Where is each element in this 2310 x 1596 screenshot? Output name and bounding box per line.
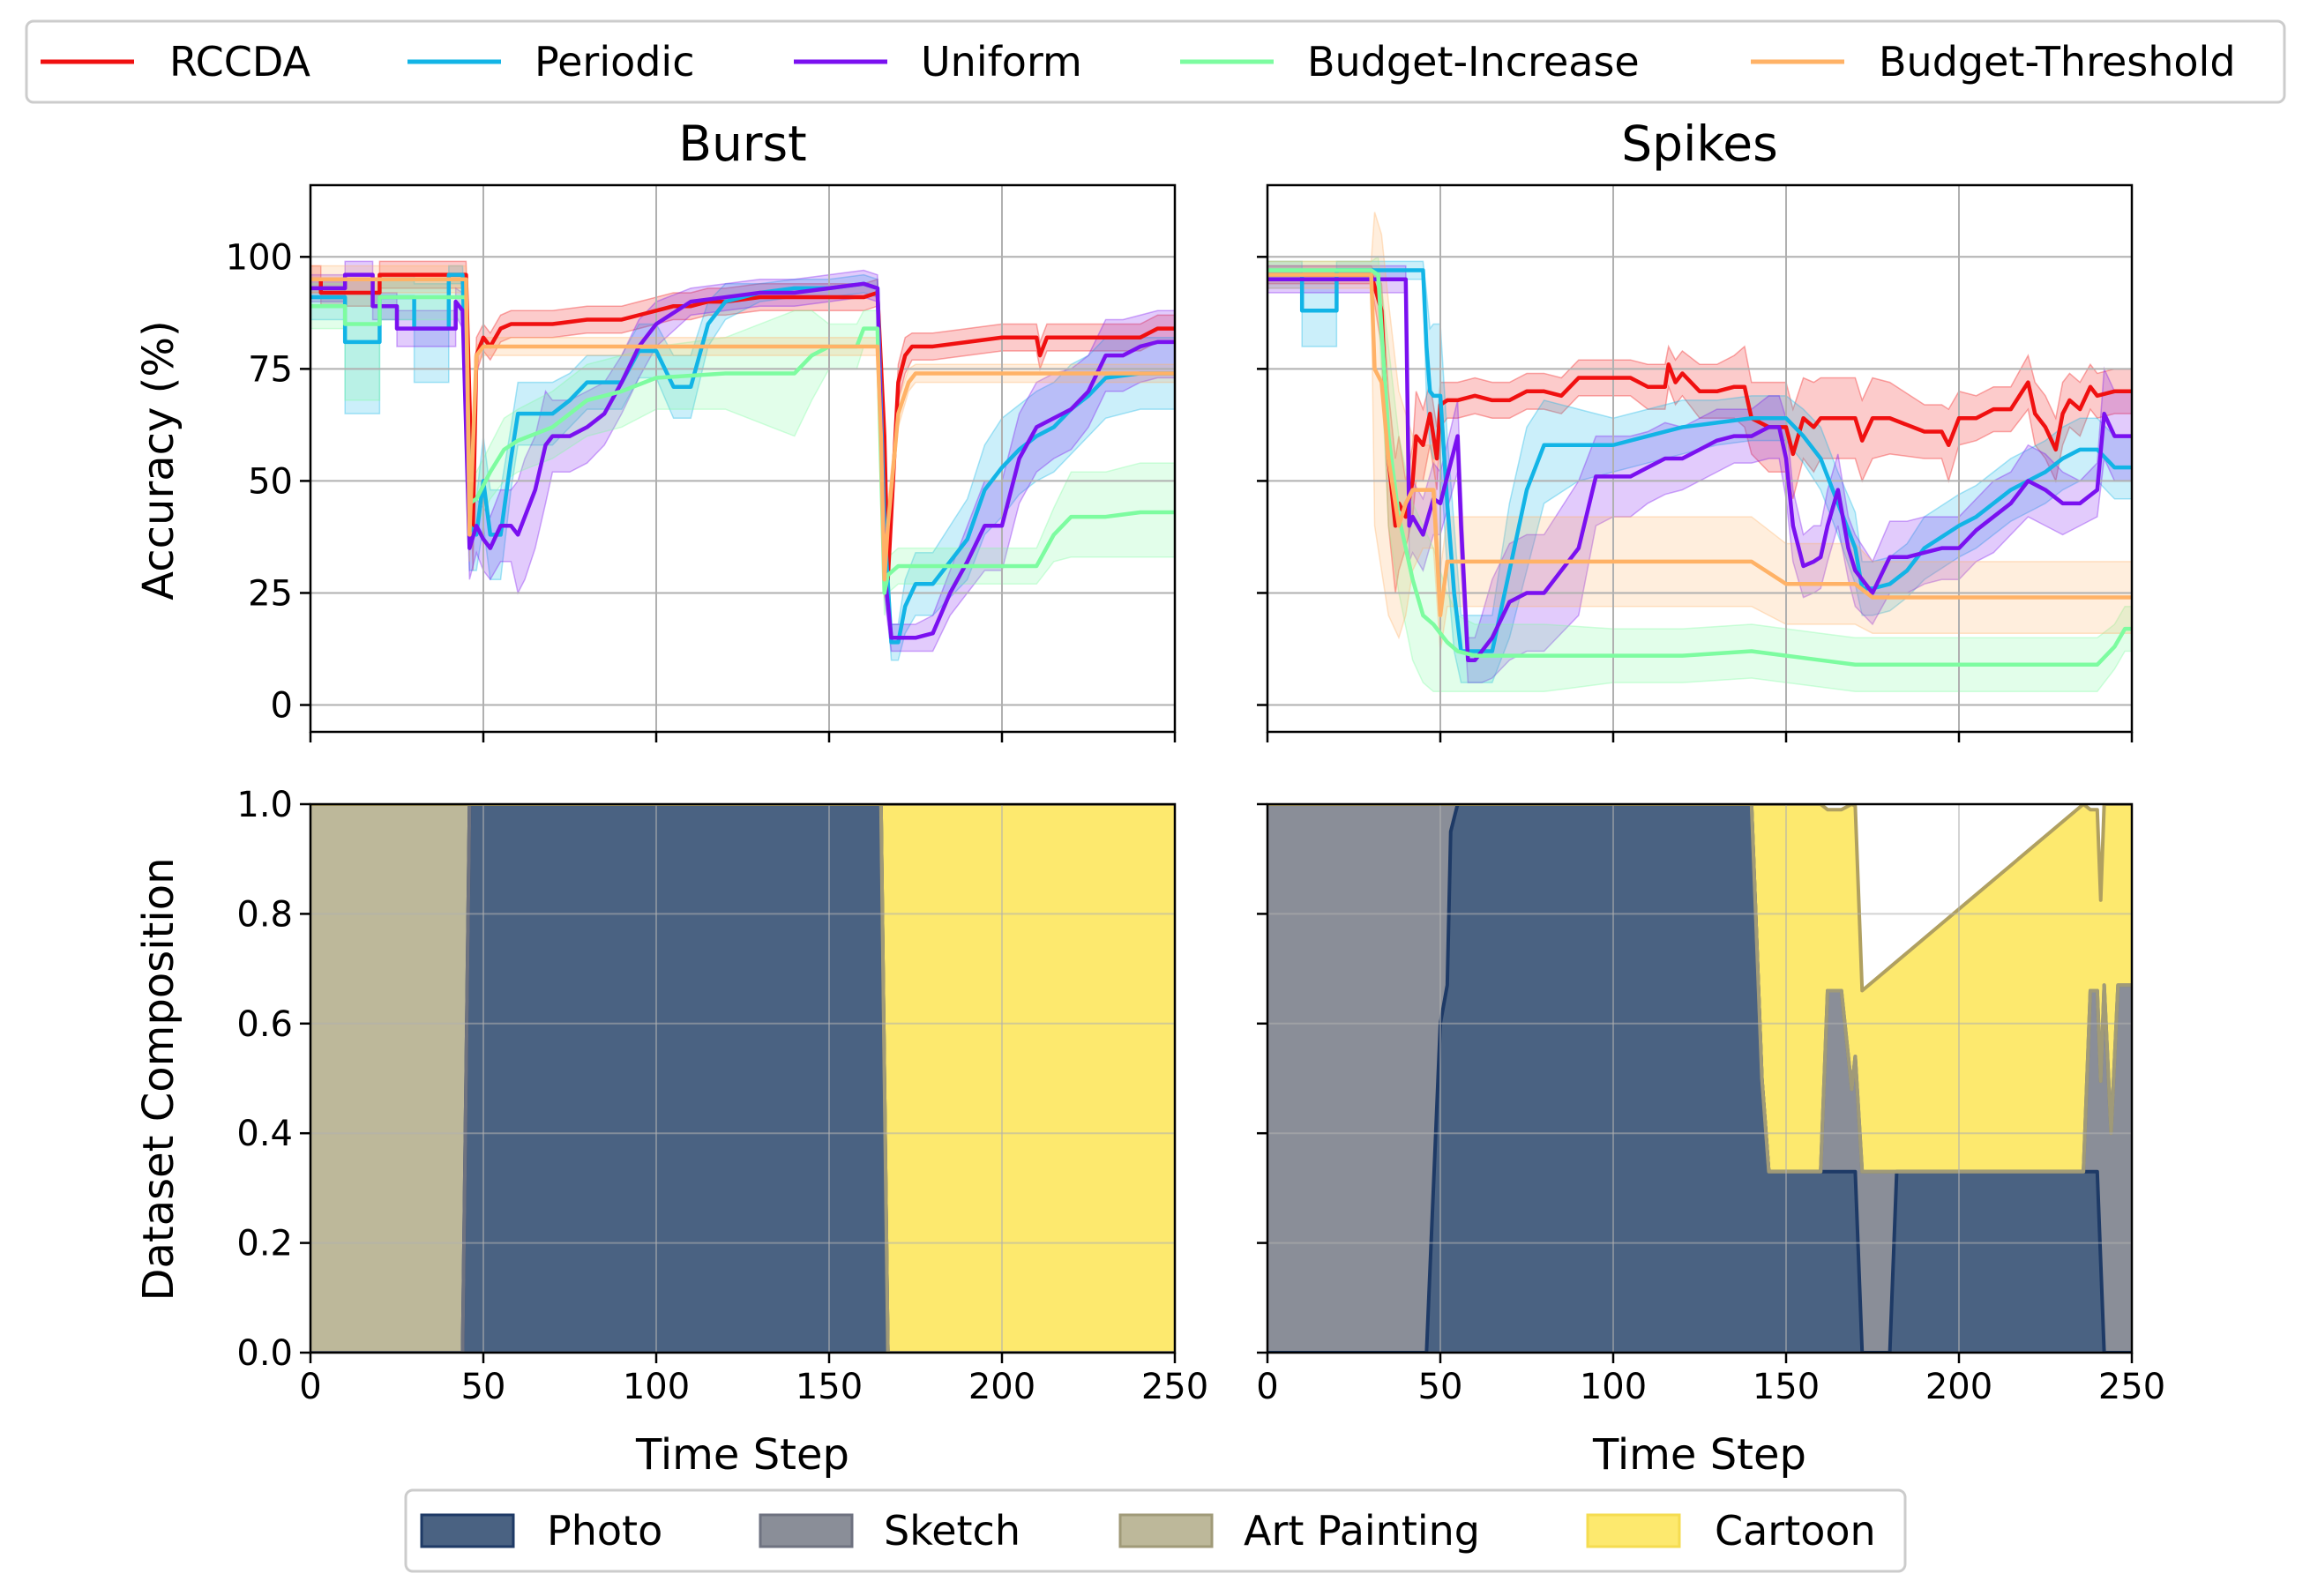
- area-edge-photo: [1267, 804, 2132, 1353]
- area-photo: [310, 804, 1175, 1353]
- legend-top: RCCDA Periodic Uniform Budget-Increase B…: [25, 19, 2286, 104]
- x-tick-label: 200: [1925, 1367, 1992, 1407]
- axes-frame: [309, 802, 1177, 1354]
- line-uniform: [1267, 277, 2132, 662]
- band-uniform: [1267, 265, 2132, 683]
- y-tick-label: 0.6: [236, 1004, 293, 1045]
- x-tick-label: 250: [2098, 1367, 2165, 1407]
- area-cartoon: [1267, 804, 2132, 1172]
- legend-bottom: Photo Sketch Art Painting Cartoon: [404, 1488, 1907, 1573]
- line-budget-increase: [1267, 268, 2132, 667]
- band-rccda: [310, 260, 1175, 598]
- x-tick-label: 200: [968, 1367, 1035, 1407]
- line-budget-increase: [310, 295, 1175, 595]
- legend-entry-budget-threshold: Budget-Threshold: [1751, 38, 2236, 86]
- legend-swatch-art-painting: [1118, 1513, 1214, 1548]
- x-tick-label: 50: [461, 1367, 506, 1407]
- y-tick-label: 0.4: [236, 1114, 293, 1154]
- legend-entry-periodic: Periodic: [407, 38, 695, 86]
- legend-entry-rccda: RCCDA: [41, 38, 311, 86]
- x-axis-label-left: Time Step: [635, 1430, 849, 1480]
- legend-label-budget-threshold: Budget-Threshold: [1879, 38, 2236, 86]
- area-sketch: [1267, 804, 2132, 1353]
- subplot-title-spikes: Spikes: [1621, 116, 1778, 172]
- area-cartoon: [310, 804, 1175, 1353]
- area-photo: [1267, 804, 2132, 1353]
- y-axis-label-accuracy: Accuracy (%): [134, 320, 183, 600]
- y-tick-label: 0.2: [236, 1224, 293, 1264]
- y-tick-label: 1.0: [236, 785, 293, 825]
- legend-label-sketch: Sketch: [884, 1507, 1020, 1555]
- legend-label-art-painting: Art Painting: [1244, 1507, 1480, 1555]
- x-tick-label: 0: [1256, 1367, 1278, 1407]
- legend-entry-photo: Photo: [420, 1507, 662, 1555]
- axes-frame: [309, 183, 1177, 734]
- plot-area: [1267, 185, 2132, 732]
- x-tick-label: 250: [1141, 1367, 1208, 1407]
- x-tick-label: 100: [1580, 1367, 1647, 1407]
- x-tick-label: 100: [623, 1367, 690, 1407]
- y-tick-label: 50: [248, 461, 293, 502]
- legend-entry-uniform: Uniform: [794, 38, 1082, 86]
- legend-swatch-cartoon: [1586, 1513, 1681, 1548]
- x-tick-label: 150: [1753, 1367, 1820, 1407]
- legend-swatch-sketch: [759, 1513, 854, 1548]
- subplot-title-burst: Burst: [678, 116, 806, 172]
- band-periodic: [310, 265, 1175, 661]
- area-art-painting: [310, 804, 1175, 1353]
- legend-top-frame: [25, 19, 2286, 104]
- area-edge-cartoon: [1267, 804, 2132, 993]
- panel-spikes-accuracy: [1257, 183, 2134, 742]
- band-budget-threshold: [1267, 212, 2132, 652]
- line-periodic: [1267, 268, 2132, 653]
- x-tick-label: 50: [1418, 1367, 1463, 1407]
- y-tick-label: 25: [248, 573, 293, 614]
- x-tick-label: 0: [299, 1367, 321, 1407]
- area-edge-art-painting: [1267, 804, 2132, 1174]
- legend-swatch-photo: [420, 1513, 515, 1548]
- panel-burst-accuracy: 0 25 50 75 100: [226, 183, 1177, 742]
- panel-spikes-composition: 0 50 100 150 200 250: [1256, 802, 2165, 1407]
- line-budget-threshold: [310, 277, 1175, 582]
- line-rccda: [1267, 272, 2132, 528]
- y-tick-label: 0.8: [236, 894, 293, 935]
- y-tick-label: 0.0: [236, 1333, 293, 1374]
- panel-burst-composition: 0 50 100 150 200 250 0.0 0.2 0.4 0.6 0.8 1.0: [236, 785, 1208, 1407]
- legend-entry-sketch: Sketch: [759, 1507, 1020, 1555]
- x-axis-label-right: Time Step: [1592, 1430, 1806, 1480]
- y-tick-label: 100: [226, 237, 293, 278]
- legend-label-uniform: Uniform: [921, 38, 1082, 86]
- legend-entry-art-painting: Art Painting: [1118, 1507, 1480, 1555]
- line-budget-threshold: [1267, 272, 2132, 618]
- legend-label-cartoon: Cartoon: [1715, 1507, 1876, 1555]
- y-tick-label: 75: [248, 349, 293, 390]
- line-uniform: [310, 272, 1175, 640]
- band-periodic: [1267, 260, 2132, 683]
- axes-frame: [1266, 183, 2134, 734]
- legend-label-photo: Photo: [547, 1507, 662, 1555]
- legend-entry-budget-increase: Budget-Increase: [1180, 38, 1640, 86]
- legend-entry-cartoon: Cartoon: [1586, 1507, 1876, 1555]
- legend-label-periodic: Periodic: [535, 38, 695, 86]
- x-tick-label: 150: [796, 1367, 863, 1407]
- y-tick-label: 0: [271, 686, 293, 727]
- axes-frame: [1266, 802, 2134, 1354]
- y-axis-label-composition: Dataset Composition: [134, 858, 183, 1301]
- line-periodic: [310, 272, 1175, 645]
- legend-label-budget-increase: Budget-Increase: [1307, 38, 1640, 86]
- line-rccda: [310, 272, 1175, 582]
- legend-label-rccda: RCCDA: [169, 38, 311, 86]
